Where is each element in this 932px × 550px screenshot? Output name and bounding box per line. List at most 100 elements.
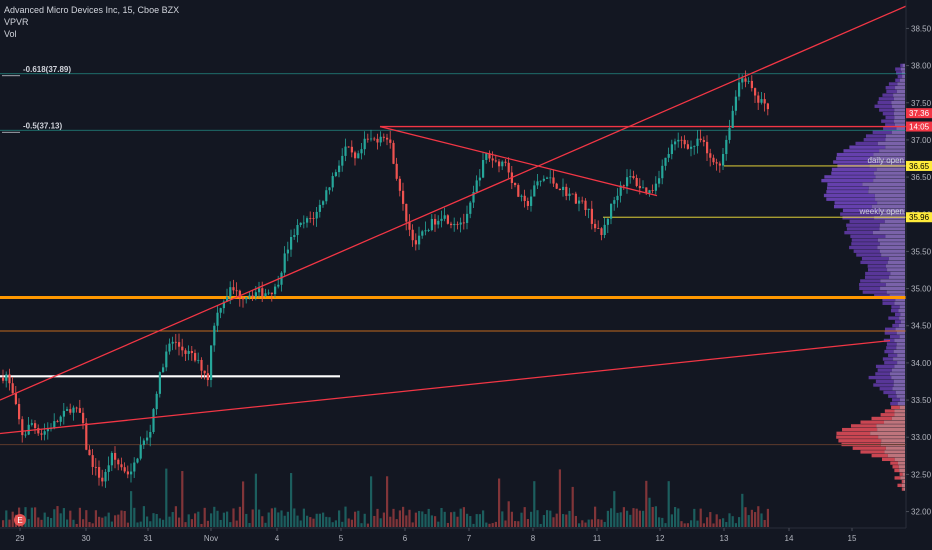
time-tick-label: 5 bbox=[339, 534, 344, 543]
vpvr-bar-up bbox=[892, 398, 900, 402]
candle-body bbox=[715, 162, 718, 164]
indicator-vol-label[interactable]: Vol bbox=[4, 29, 17, 39]
price-tag[interactable] bbox=[906, 160, 932, 171]
price-tick-label: 32.00 bbox=[911, 508, 932, 517]
vpvr-bar-up bbox=[896, 71, 902, 75]
volume-bar bbox=[338, 510, 341, 527]
time-axis[interactable]: 29 30 31 Nov 4 5 6 7 8 11 12 13 14 15 bbox=[0, 527, 932, 550]
vpvr-bar-up bbox=[874, 294, 890, 298]
vpvr-bar-up bbox=[884, 331, 897, 335]
vpvr-bar-up bbox=[872, 130, 892, 134]
volume-bar bbox=[296, 515, 299, 527]
volume-bar bbox=[341, 521, 344, 527]
volume-bar bbox=[405, 515, 408, 527]
volume-bar bbox=[264, 522, 267, 527]
vpvr-bar-up bbox=[882, 297, 896, 302]
price-tag[interactable] bbox=[906, 108, 932, 119]
vpvr-bar-down bbox=[894, 457, 905, 462]
vpvr-bar-up bbox=[843, 149, 880, 153]
volume-bar bbox=[357, 510, 360, 527]
volume-bar bbox=[741, 493, 744, 527]
candle-body bbox=[734, 96, 737, 111]
candle-body bbox=[219, 308, 222, 313]
price-tick-label: 35.50 bbox=[911, 247, 932, 256]
volume-bar bbox=[379, 518, 382, 527]
vpvr-bar-up bbox=[883, 126, 897, 131]
vpvr-bar-up bbox=[885, 123, 895, 127]
volume-bar bbox=[75, 523, 78, 527]
candle-body bbox=[568, 193, 571, 196]
vpvr-bar-down bbox=[899, 468, 905, 473]
vpvr-bar-down bbox=[894, 119, 905, 123]
candle-body bbox=[501, 161, 504, 167]
volume-bar bbox=[386, 476, 389, 527]
earnings-badge[interactable] bbox=[14, 514, 26, 526]
candle-body bbox=[389, 139, 392, 143]
price-tick-label: 33.50 bbox=[911, 396, 932, 405]
earnings-badge-label: E bbox=[17, 516, 22, 525]
vpvr-bar-down bbox=[900, 312, 905, 317]
vpvr-bar-up bbox=[846, 223, 880, 227]
candle-body bbox=[747, 80, 750, 82]
volume-bar bbox=[437, 521, 440, 527]
candle-body bbox=[619, 185, 622, 196]
vpvr-bar-up bbox=[882, 301, 895, 305]
rising-trendline-upper[interactable] bbox=[0, 5, 907, 401]
vpvr-bar-up bbox=[890, 401, 898, 406]
vpvr-bar-up bbox=[885, 86, 896, 90]
vpvr-bar-up bbox=[842, 208, 880, 213]
volume-bar bbox=[597, 519, 600, 527]
symbol-title[interactable]: Advanced Micro Devices Inc, 15, Cboe BZX bbox=[4, 5, 180, 15]
vpvr-bar-up bbox=[900, 63, 903, 68]
vpvr-bar-down bbox=[902, 74, 905, 79]
vpvr-bar-up bbox=[875, 379, 894, 383]
volume-bar bbox=[318, 513, 321, 527]
candle-body bbox=[642, 187, 645, 189]
volume-bar bbox=[107, 512, 110, 527]
vpvr-bar-down bbox=[898, 309, 905, 313]
indicator-vpvr-label[interactable]: VPVR bbox=[4, 17, 29, 27]
volume-bar bbox=[462, 507, 465, 527]
candle-body bbox=[341, 155, 344, 166]
price-tag[interactable] bbox=[906, 212, 932, 223]
volume-bar bbox=[658, 517, 661, 527]
candle-body bbox=[162, 367, 165, 373]
candle-body bbox=[670, 144, 673, 155]
vpvr-bar-down bbox=[896, 89, 905, 94]
volume-bar bbox=[254, 473, 257, 527]
price-tick-label: 33.00 bbox=[911, 433, 932, 442]
volume-bar bbox=[123, 510, 126, 527]
candle-body bbox=[667, 154, 670, 158]
volume-bar bbox=[763, 519, 766, 527]
volume-bar bbox=[46, 516, 49, 527]
vpvr-bar-down bbox=[871, 204, 905, 209]
price-tag[interactable] bbox=[906, 121, 932, 132]
candle-body bbox=[373, 138, 376, 140]
volume-bar bbox=[162, 519, 165, 527]
candle-body bbox=[731, 110, 734, 128]
vpvr-bar-up bbox=[874, 104, 893, 108]
volume-bar bbox=[50, 518, 53, 527]
volume-bar bbox=[664, 523, 667, 527]
volume-bar bbox=[427, 508, 430, 527]
volume-bar bbox=[706, 517, 709, 527]
candle-body bbox=[616, 195, 619, 201]
vpvr-bar-down bbox=[874, 216, 905, 220]
price-axis[interactable]: 38.5038.0037.5037.0036.5036.0035.5035.00… bbox=[905, 0, 932, 528]
candle-body bbox=[533, 185, 536, 197]
rising-trendline-lower[interactable] bbox=[0, 339, 891, 435]
volume-bars bbox=[2, 468, 769, 527]
volume-bar bbox=[747, 515, 750, 527]
vpvr-bar-down bbox=[900, 476, 905, 480]
candle-body bbox=[709, 153, 712, 158]
candle-body bbox=[578, 200, 581, 204]
candle-body bbox=[56, 421, 59, 422]
vpvr-bar-down bbox=[881, 253, 905, 257]
descending-trendline[interactable] bbox=[379, 125, 658, 197]
candle-body bbox=[194, 353, 197, 361]
volume-bar bbox=[370, 476, 373, 527]
candle-body bbox=[466, 213, 469, 223]
vpvr-bar-up bbox=[888, 82, 898, 86]
vpvr-bar-up bbox=[901, 479, 904, 484]
